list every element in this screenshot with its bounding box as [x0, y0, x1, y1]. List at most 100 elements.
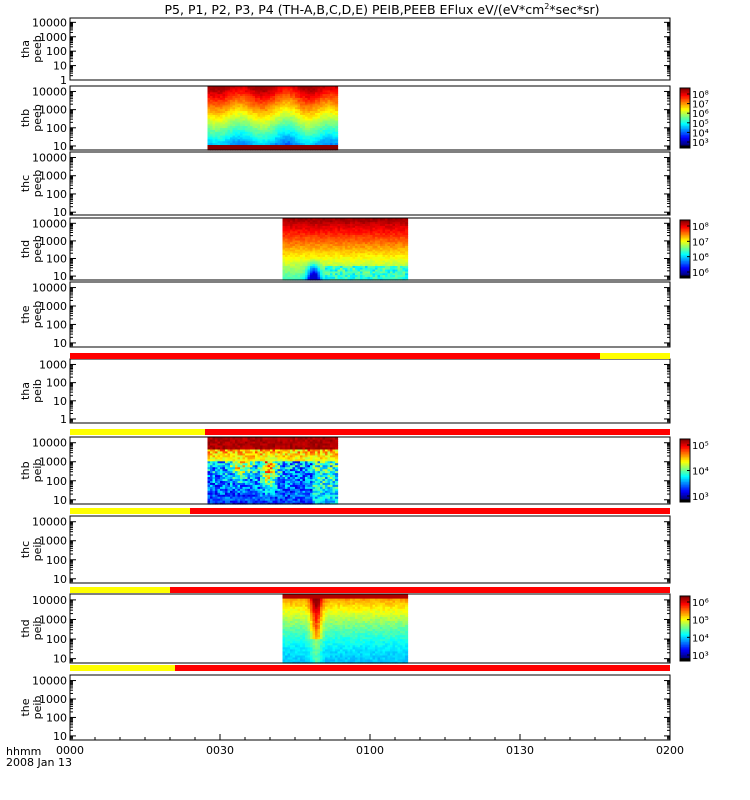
- spectrogram-cell: [380, 230, 384, 234]
- spectrogram-cell: [312, 232, 316, 235]
- spectrogram-cell: [347, 241, 351, 245]
- spectrogram-cell: [210, 494, 214, 497]
- spectrogram-cell: [315, 131, 319, 134]
- spectrogram-cell: [377, 239, 381, 243]
- spectrogram-cell: [380, 218, 384, 221]
- spectrogram-cell: [300, 123, 304, 127]
- spectrogram-cell: [332, 263, 336, 266]
- spectrogram-cell: [392, 243, 396, 246]
- spectrogram-cell: [362, 272, 366, 276]
- spectrogram-cell: [292, 104, 296, 108]
- spectrogram-cell: [242, 93, 246, 96]
- spectrogram-cell: [230, 458, 234, 462]
- spectrogram-cell: [235, 138, 239, 142]
- spectrogram-cell: [325, 236, 329, 239]
- spectrogram-cell: [335, 243, 339, 246]
- spectrogram-cell: [332, 221, 336, 224]
- spectrogram-cell: [352, 261, 356, 265]
- spectrogram-cell: [395, 249, 399, 252]
- spectrogram-cell: [217, 138, 221, 142]
- colorbar-swatch: [680, 112, 690, 114]
- spectrogram-cell: [397, 241, 401, 245]
- spectrogram-cell: [225, 125, 229, 128]
- spectrogram-cell: [282, 97, 286, 100]
- spectrogram-cell: [250, 472, 254, 476]
- spectrogram-cell: [360, 261, 364, 265]
- spectrogram-cell: [215, 138, 219, 142]
- spectrogram-cell: [275, 440, 279, 444]
- spectrogram-cell: [352, 269, 356, 272]
- spectrogram-cell: [222, 462, 226, 466]
- spectrogram-cell: [237, 146, 241, 149]
- spectrogram-cell: [207, 119, 211, 123]
- spectrogram-cell: [350, 272, 354, 276]
- spectrogram-cell: [330, 123, 334, 127]
- spectrogram-cell: [342, 263, 346, 266]
- spectrogram-cell: [290, 123, 294, 127]
- spectrogram-cell: [372, 236, 376, 239]
- spectrogram-cell: [382, 232, 386, 235]
- spectrogram-cell: [317, 274, 321, 277]
- spectrogram-cell: [275, 140, 279, 144]
- spectrogram-cell: [395, 250, 399, 254]
- spectrogram-cell: [277, 116, 281, 119]
- spectrogram-cell: [260, 102, 264, 106]
- spectrogram-cell: [400, 259, 404, 263]
- spectrogram-cell: [362, 243, 366, 246]
- spectrogram-cell: [332, 227, 336, 230]
- spectrogram-cell: [392, 259, 396, 263]
- spectrogram-cell: [257, 476, 261, 479]
- spectrogram-cell: [247, 142, 251, 145]
- spectrogram-cell: [302, 136, 306, 140]
- spectrogram-cell: [315, 223, 319, 226]
- spectrogram-cell: [290, 269, 294, 272]
- spectrogram-cell: [320, 234, 324, 237]
- spectrogram-cell: [272, 486, 276, 489]
- spectrogram-cell: [352, 232, 356, 235]
- spectrogram-cell: [275, 86, 279, 89]
- panel-label-product: peeb: [31, 35, 44, 63]
- spectrogram-cell: [212, 446, 216, 450]
- spectrogram-cell: [370, 254, 374, 257]
- spectrogram-cell: [222, 472, 226, 476]
- spectrogram-cell: [397, 250, 401, 254]
- colorbar-swatch: [680, 110, 690, 113]
- spectrogram-cell: [340, 250, 344, 254]
- spectrogram-cell: [255, 437, 259, 440]
- spectrogram-cell: [387, 228, 391, 232]
- spectrogram-cell: [290, 259, 294, 263]
- spectrogram-cell: [252, 488, 256, 491]
- spectrogram-cell: [240, 144, 244, 147]
- spectrogram-cell: [275, 104, 279, 108]
- spectrogram-cell: [290, 148, 294, 151]
- spectrogram-cell: [297, 118, 301, 121]
- spectrogram-cell: [400, 228, 404, 232]
- spectrogram-cell: [355, 221, 359, 224]
- spectrogram-cell: [252, 460, 256, 464]
- spectrogram-cell: [242, 462, 246, 466]
- spectrogram-cell: [317, 148, 321, 151]
- spectrogram-cell: [275, 460, 279, 464]
- spectrogram-cell: [385, 270, 389, 274]
- spectrogram-cell: [277, 123, 281, 127]
- spectrogram-cell: [282, 127, 286, 130]
- spectrogram-cell: [320, 269, 324, 272]
- spectrogram-cell: [240, 86, 244, 89]
- spectrogram-cell: [355, 276, 359, 279]
- spectrogram-cell: [385, 232, 389, 235]
- spectrogram-cell: [367, 256, 371, 259]
- spectrogram-cell: [250, 116, 254, 119]
- spectrogram-cell: [367, 225, 371, 228]
- spectrogram-cell: [372, 276, 376, 279]
- spectrogram-cell: [332, 99, 336, 102]
- spectrogram-cell: [300, 241, 304, 245]
- spectrogram-cell: [317, 239, 321, 243]
- spectrogram-cell: [332, 245, 336, 248]
- spectrogram-cell: [232, 460, 236, 464]
- spectrogram-cell: [360, 272, 364, 276]
- spectrogram-cell: [240, 437, 244, 440]
- spectrogram-cell: [285, 252, 289, 255]
- spectrogram-cell: [242, 106, 246, 110]
- spectrogram-cell: [287, 148, 291, 151]
- spectrogram-cell: [405, 252, 409, 255]
